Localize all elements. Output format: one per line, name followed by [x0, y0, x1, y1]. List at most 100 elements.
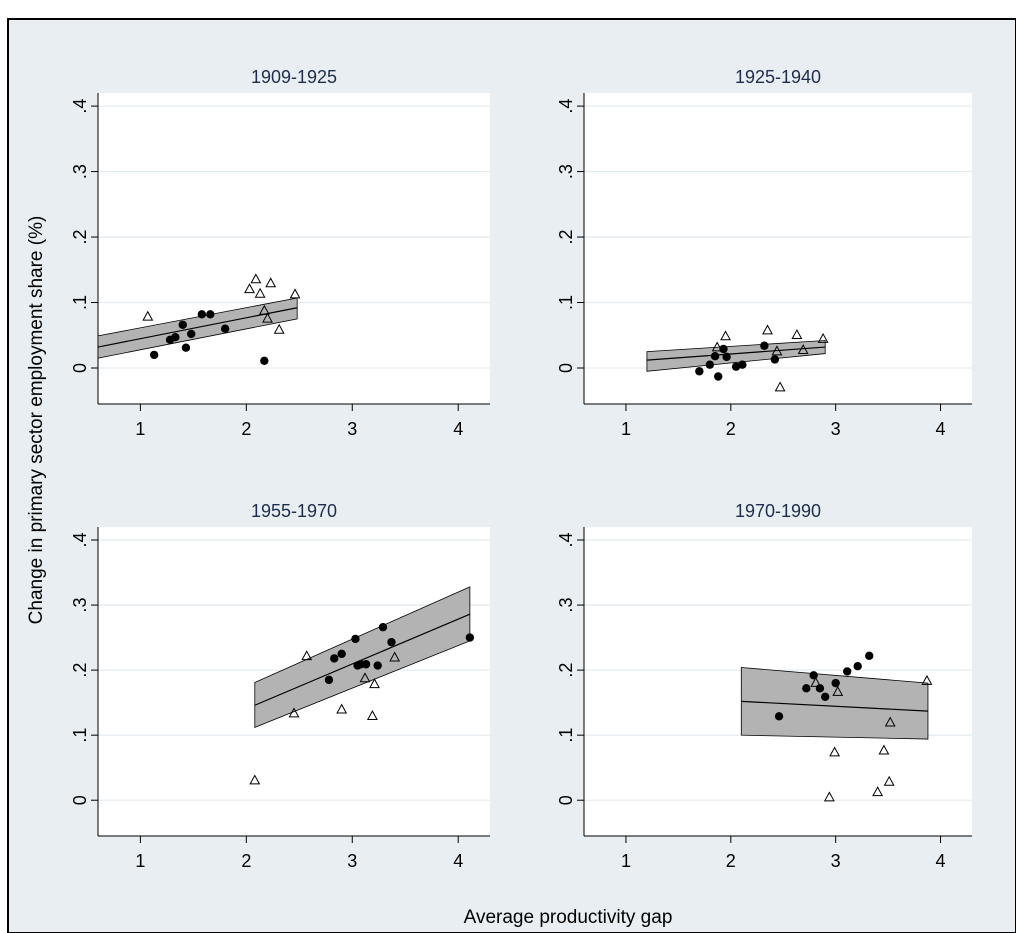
- y-tick-label: .2: [70, 663, 90, 678]
- data-point-triangle: [720, 330, 732, 341]
- fitted-line: [741, 700, 928, 712]
- data-point-circle: [710, 352, 720, 361]
- y-tick-label: 0: [556, 363, 576, 373]
- x-tick-label: 3: [831, 419, 841, 439]
- data-point-circle: [705, 360, 715, 369]
- data-point-circle: [373, 661, 382, 670]
- data-point-triangle: [273, 323, 285, 334]
- data-point-circle: [760, 341, 769, 350]
- fitted-line: [254, 613, 471, 706]
- confidence-band: [740, 667, 929, 740]
- data-point-triangle: [265, 277, 277, 288]
- y-tick-label: .4: [70, 99, 90, 114]
- data-point-triangle: [921, 674, 933, 685]
- data-point-triangle: [366, 710, 378, 721]
- data-point-circle: [206, 310, 215, 319]
- panel-1: 1909-1925 0 .1 .2 .3 .4 1 2 3 4: [70, 67, 490, 439]
- data-point-circle: [178, 320, 187, 329]
- data-point-circle: [149, 350, 159, 360]
- panel-title: 1970-1990: [735, 501, 821, 521]
- data-point-circle: [387, 637, 396, 647]
- x-tick-label: 2: [241, 851, 251, 871]
- confidence-band: [97, 297, 298, 359]
- x-tick-label: 4: [936, 419, 946, 439]
- data-point-triangle: [250, 273, 262, 284]
- panel-title: 1909-1925: [251, 67, 337, 87]
- y-tick-label: 0: [556, 795, 576, 805]
- data-point-circle: [197, 310, 207, 319]
- data-point-circle: [714, 372, 723, 381]
- y-tick-label: .2: [556, 663, 576, 678]
- data-point-triangle: [249, 774, 261, 785]
- data-point-triangle: [791, 329, 803, 339]
- data-point-triangle: [389, 651, 401, 662]
- data-point-circle: [181, 343, 191, 352]
- y-tick-label: .3: [556, 598, 576, 613]
- x-tick-label: 4: [936, 851, 946, 871]
- x-tick-label: 2: [726, 419, 736, 439]
- x-tick-label: 2: [241, 419, 251, 439]
- data-point-triangle: [829, 746, 841, 757]
- y-tick-label: .3: [70, 164, 90, 179]
- panel-title: 1925-1940: [735, 67, 821, 87]
- x-tick-label: 1: [621, 851, 631, 871]
- data-point-circle: [738, 360, 747, 369]
- data-point-triangle: [369, 678, 380, 689]
- x-tick-label: 3: [347, 419, 357, 439]
- x-tick-label: 2: [726, 851, 736, 871]
- y-tick-label: .2: [556, 230, 576, 245]
- x-tick-label: 1: [621, 419, 631, 439]
- data-point-circle: [337, 649, 346, 659]
- data-point-triangle: [872, 786, 884, 797]
- data-point-triangle: [878, 744, 890, 755]
- data-point-triangle: [711, 341, 723, 352]
- data-point-circle: [187, 329, 196, 339]
- panel-title: 1955-1970: [251, 501, 337, 521]
- data-point-triangle: [359, 672, 371, 683]
- data-point-circle: [330, 654, 339, 663]
- data-point-circle: [220, 324, 230, 333]
- y-tick-label: .2: [70, 230, 90, 245]
- y-tick-label: .1: [70, 295, 90, 310]
- y-axis-label: Change in primary sector employment shar…: [26, 216, 47, 625]
- x-tick-label: 3: [831, 851, 841, 871]
- data-point-circle: [695, 367, 704, 376]
- data-point-triangle: [823, 791, 835, 802]
- y-tick-label: .1: [556, 295, 576, 310]
- y-tick-label: 0: [70, 795, 90, 805]
- y-tick-label: .4: [556, 99, 576, 114]
- panel-4: 1970-1990 0 .1 .2 .3 .4 1 2 3 4: [556, 501, 972, 871]
- y-tick-label: .4: [556, 533, 576, 548]
- x-tick-label: 4: [453, 419, 463, 439]
- data-point-circle: [831, 678, 840, 688]
- data-point-triangle: [771, 345, 783, 356]
- data-point-circle: [770, 355, 780, 364]
- y-tick-label: 0: [70, 363, 90, 373]
- data-point-circle: [853, 662, 862, 671]
- data-point-triangle: [884, 716, 896, 727]
- data-point-circle: [809, 671, 818, 680]
- data-point-circle: [361, 660, 371, 669]
- panel-3: 1955-1970 0 .1 .2 .3 .4 1 2 3 4: [70, 501, 490, 871]
- data-point-triangle: [883, 775, 895, 786]
- data-point-circle: [843, 667, 852, 676]
- plot-area: [98, 93, 490, 404]
- data-point-triangle: [142, 310, 154, 321]
- data-point-circle: [722, 352, 731, 362]
- data-point-circle: [324, 675, 334, 685]
- data-point-circle: [802, 684, 811, 693]
- data-point-circle: [171, 333, 180, 342]
- data-point-circle: [865, 651, 874, 661]
- data-point-triangle: [289, 288, 301, 299]
- y-tick-label: .3: [556, 164, 576, 179]
- data-point-triangle: [810, 676, 822, 687]
- chart-panels: 1909-1925 0 .1 .2 .3 .4 1 2 3 4 1925-1940 0 .1 .2 .3 .4…: [70, 67, 972, 871]
- x-axis-label: Average productivity gap: [464, 907, 673, 928]
- data-point-circle: [465, 633, 475, 642]
- x-tick-label: 1: [135, 419, 145, 439]
- data-point-triangle: [254, 287, 266, 298]
- data-point-triangle: [797, 344, 809, 355]
- x-tick-label: 1: [135, 851, 145, 871]
- x-tick-label: 3: [347, 851, 357, 871]
